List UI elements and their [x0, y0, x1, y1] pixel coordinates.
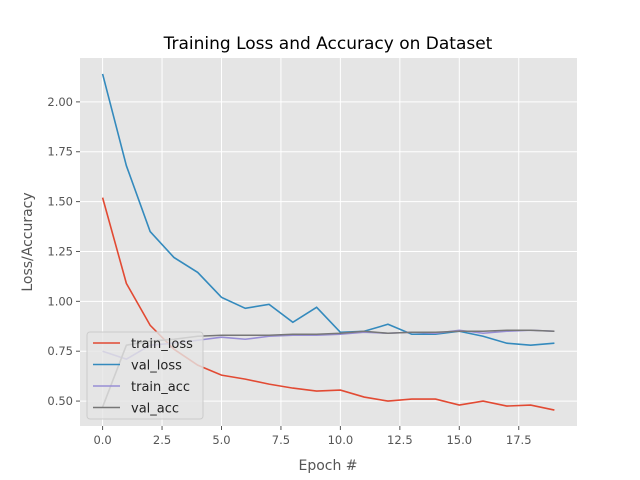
y-tick-label: 0.75	[47, 344, 73, 358]
y-tick-label: 1.50	[47, 195, 73, 209]
x-axis-label: Epoch #	[298, 458, 357, 474]
y-tick-label: 1.75	[47, 145, 73, 159]
legend-label: train_acc	[131, 380, 190, 395]
x-tick-label: 17.5	[506, 433, 532, 447]
chart-title: Training Loss and Accuracy on Dataset	[163, 34, 493, 54]
x-tick-label: 7.5	[272, 433, 290, 447]
legend-label: train_loss	[131, 337, 193, 352]
x-tick-label: 15.0	[446, 433, 472, 447]
x-tick-label: 2.5	[153, 433, 171, 447]
x-tick-label: 5.0	[212, 433, 230, 447]
y-tick-label: 1.00	[47, 294, 73, 308]
y-tick-label: 1.25	[47, 244, 73, 258]
y-ticks: 0.50 0.75 1.00 1.25 1.50 1.75 2.00	[47, 95, 80, 408]
x-tick-label: 0.0	[93, 433, 111, 447]
x-tick-label: 12.5	[387, 433, 413, 447]
series-line-val-loss	[101, 73, 555, 347]
y-tick-label: 0.50	[47, 394, 73, 408]
y-tick-label: 2.00	[47, 95, 73, 109]
x-tick-label: 10.0	[328, 433, 354, 447]
legend: train_loss val_loss train_acc val_acc	[86, 331, 204, 420]
legend-label: val_loss	[131, 359, 182, 374]
legend-label: val_acc	[131, 402, 179, 417]
x-ticks: 0.0 2.5 5.0 7.5 10.0 12.5 15.0 17.5	[93, 426, 532, 447]
y-axis-label: Loss/Accuracy	[20, 192, 36, 291]
